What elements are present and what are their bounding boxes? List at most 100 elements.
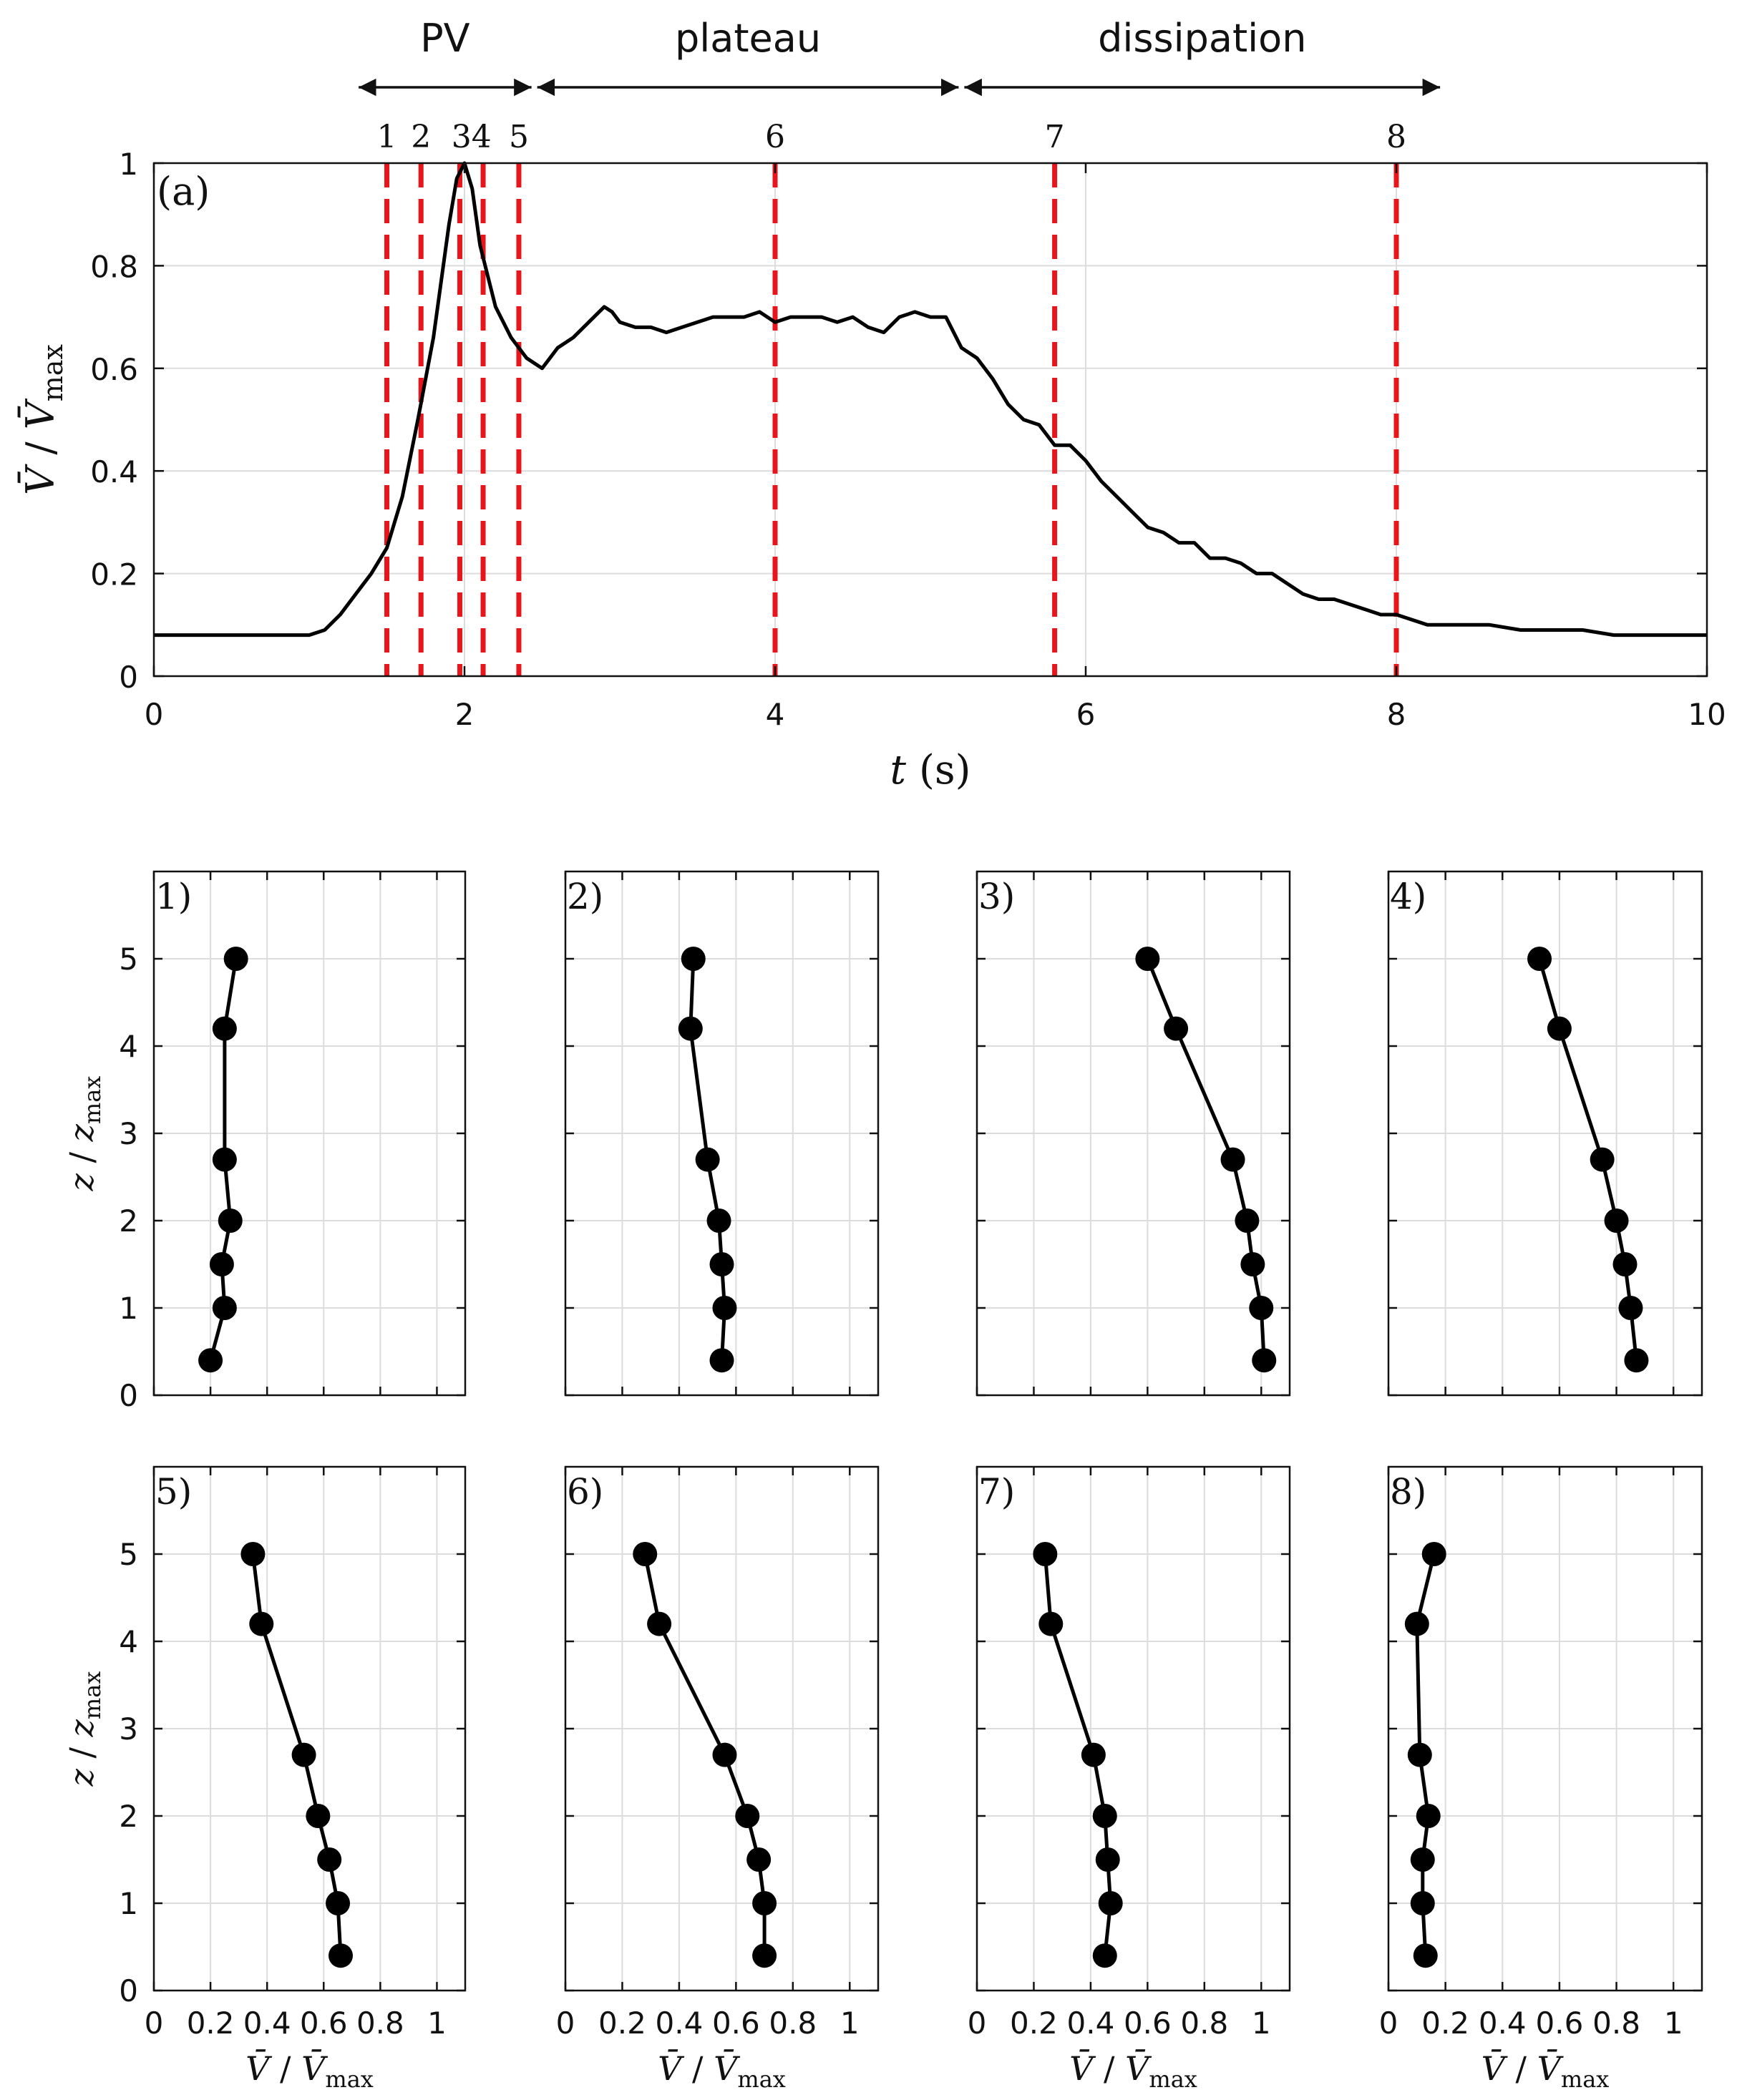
x-axis-subscript: max (325, 2066, 373, 2093)
x-axis-unit: (s) (919, 747, 970, 793)
y-axis-slash: / (62, 1141, 101, 1173)
profile-point (1410, 1891, 1435, 1915)
marker-label-8: 8 (1386, 119, 1406, 155)
x-tick-label: 0.8 (1592, 2006, 1640, 2041)
main-plot-frame (152, 162, 1708, 678)
profile-label: 3) (978, 876, 1015, 917)
profile-point (291, 1742, 316, 1767)
profile-point (223, 947, 248, 971)
profile-point (712, 1296, 737, 1320)
profile-point (678, 1016, 703, 1041)
y-tick-label: 3 (119, 1711, 138, 1747)
y-tick-label: 2 (119, 1799, 138, 1834)
x-tick-label: 0.2 (187, 2006, 235, 2041)
profile-point (1421, 1542, 1446, 1566)
profile-point (1612, 1252, 1638, 1276)
profile-point (218, 1208, 243, 1233)
phase-label-PV: PV (420, 16, 470, 61)
profile-label: 5) (155, 1471, 192, 1513)
x-axis-denominator: V̄ (1537, 2048, 1565, 2088)
x-tick-label: 0.6 (712, 2006, 760, 2041)
x-tick-label: 0.4 (1067, 2006, 1115, 2041)
y-tick-label: 1 (119, 147, 138, 182)
y-tick-label: 0.4 (90, 454, 138, 489)
x-tick-label: 0.2 (1010, 2006, 1058, 2041)
y-tick-label: 1 (119, 1886, 138, 1921)
profile-point (1527, 947, 1552, 971)
profile-point (1407, 1742, 1432, 1767)
profile-label: 8) (1390, 1471, 1426, 1513)
profile-point (1220, 1147, 1245, 1172)
profile-point (1624, 1348, 1649, 1373)
x-axis-slash: / (269, 2049, 301, 2088)
y-tick-label: 0.8 (90, 249, 138, 284)
x-tick-label: 0 (145, 2006, 164, 2041)
profile-point (1092, 1804, 1117, 1828)
profile-point (712, 1742, 737, 1767)
y-axis-slash: / (18, 429, 63, 467)
x-tick-label: 0.2 (598, 2006, 646, 2041)
profile-panel-6: 6)0 0.2 0.4 0.6 0.8 1V̄ / V̄max (556, 1465, 880, 2093)
x-tick-label: 0.8 (1180, 2006, 1228, 2041)
profile-point (1092, 1943, 1117, 1968)
x-tick-label: 0.6 (1124, 2006, 1172, 2041)
profile-point (1135, 947, 1160, 971)
profile-panel-2: 2) (564, 870, 880, 1397)
y-tick-label: 0 (119, 660, 138, 695)
y-axis-variable-den: z (62, 1719, 101, 1737)
profile-point (706, 1208, 731, 1233)
profile-point (1404, 1611, 1429, 1636)
profile-point (1164, 1016, 1189, 1041)
profile-panel-7: 7)0 0.2 0.4 0.6 0.8 1V̄ / V̄max (968, 1465, 1291, 2093)
marker-label-6: 6 (765, 119, 785, 155)
y-axis-slash: / (62, 1737, 101, 1769)
profile-point (1413, 1943, 1438, 1968)
profile-x-axis-label: V̄ / V̄max (1481, 2048, 1610, 2093)
profile-label: 7) (978, 1471, 1015, 1513)
profile-point (633, 1542, 658, 1566)
x-tick-label: 8 (1387, 697, 1406, 732)
profile-point (746, 1847, 772, 1872)
marker-label-2: 2 (411, 119, 431, 155)
marker-label-34: 34 (452, 119, 492, 155)
profile-point (752, 1891, 777, 1915)
y-axis-subscript: max (37, 344, 69, 401)
profile-point (1235, 1208, 1260, 1233)
y-axis-variable-den: z (62, 1123, 101, 1142)
x-axis-denominator: V̄ (1125, 2048, 1152, 2088)
profile-point (240, 1542, 266, 1566)
x-tick-label: 0 (145, 697, 164, 732)
y-tick-label: 0.2 (90, 557, 138, 592)
x-axis-slash: / (1093, 2049, 1125, 2088)
x-axis-numerator: V̄ (245, 2048, 273, 2088)
profile-x-axis-label: V̄ / V̄max (1069, 2048, 1197, 2093)
x-tick-label: 4 (766, 697, 785, 732)
y-axis-numerator: V̄ (17, 464, 63, 495)
y-tick-label: 1 (119, 1291, 138, 1326)
panel-label-a: (a) (157, 169, 210, 214)
x-tick-label: 0.8 (769, 2006, 817, 2041)
marker-label-1: 1 (377, 119, 397, 155)
x-axis-slash: / (1505, 2049, 1537, 2088)
profile-point (1038, 1611, 1064, 1636)
profile-point (329, 1943, 353, 1968)
profile-line (1146, 958, 1266, 1361)
profile-label: 4) (1390, 876, 1426, 917)
profile-point (212, 1016, 237, 1041)
profile-point (198, 1348, 223, 1373)
profile-point (1033, 1542, 1058, 1566)
profile-point (1590, 1147, 1615, 1172)
profile-y-axis-label: z / zmax (62, 1671, 106, 1787)
y-tick-label: 0 (119, 1973, 138, 2008)
y-tick-label: 2 (119, 1203, 138, 1239)
x-tick-label: 0.6 (300, 2006, 348, 2041)
profile-point (1252, 1348, 1277, 1373)
x-axis-variable: t (890, 747, 907, 793)
y-tick-label: 4 (119, 1029, 138, 1064)
profile-label: 2) (567, 876, 603, 917)
profile-point (1416, 1804, 1441, 1828)
